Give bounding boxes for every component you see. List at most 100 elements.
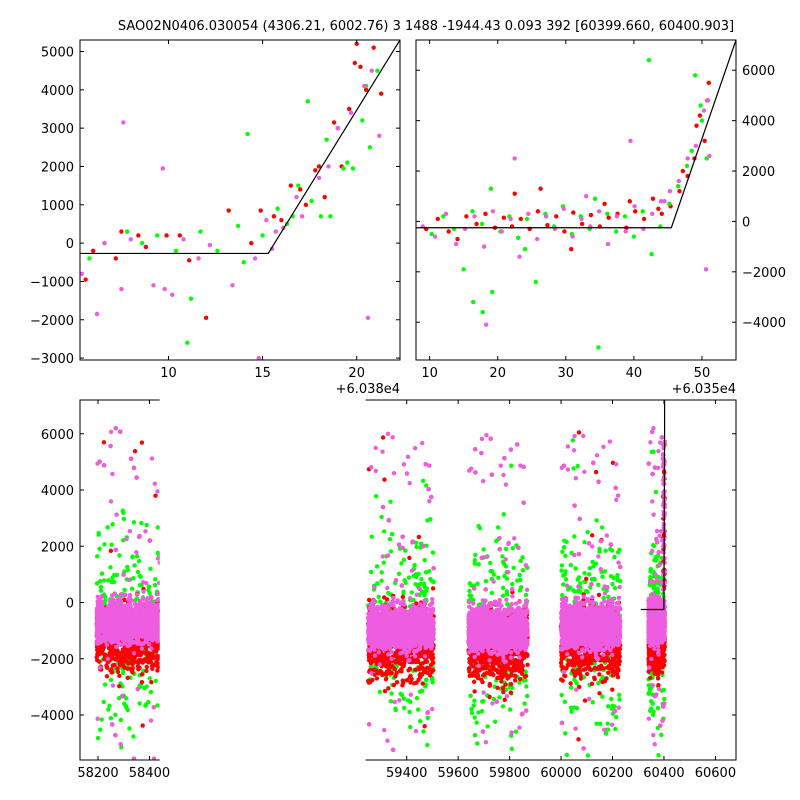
data-point <box>597 549 602 554</box>
data-point <box>139 440 145 445</box>
data-point <box>374 493 379 499</box>
data-point <box>352 60 358 66</box>
data-point <box>518 663 524 669</box>
data-point <box>563 576 569 582</box>
data-point <box>627 199 632 204</box>
data-point <box>362 83 367 89</box>
data-point <box>518 577 523 583</box>
data-point <box>609 696 614 702</box>
data-point <box>502 573 507 579</box>
data-point <box>136 233 141 238</box>
data-point <box>471 703 476 708</box>
data-point <box>431 668 436 673</box>
data-point <box>471 597 476 603</box>
data-point <box>575 463 580 469</box>
data-point <box>117 684 122 689</box>
data-point <box>522 246 528 252</box>
data-point <box>608 761 612 765</box>
data-point <box>582 571 587 576</box>
series-magenta <box>420 98 712 327</box>
data-point <box>153 678 158 684</box>
data-point <box>484 666 489 671</box>
data-point <box>132 448 138 454</box>
data-point <box>143 702 149 707</box>
data-point <box>588 212 594 218</box>
data-point <box>705 98 711 103</box>
data-point <box>423 570 429 575</box>
data-point <box>611 673 616 678</box>
data-point <box>107 703 112 709</box>
data-point <box>605 727 611 732</box>
data-point <box>374 676 380 681</box>
data-point <box>427 569 432 574</box>
data-point <box>97 579 103 584</box>
data-point <box>430 550 436 555</box>
data-point <box>703 267 709 272</box>
data-point <box>407 555 412 561</box>
data-point <box>318 214 324 219</box>
data-point <box>649 251 654 257</box>
data-point <box>348 110 354 116</box>
x-tick-label: 30 <box>558 366 575 381</box>
fit-line <box>80 40 400 255</box>
data-point <box>617 654 622 659</box>
data-point <box>617 659 622 664</box>
data-point <box>472 689 477 694</box>
data-point <box>422 557 427 563</box>
data-point <box>98 727 103 732</box>
data-point <box>533 279 539 285</box>
data-point <box>646 57 652 63</box>
data-point <box>132 563 137 568</box>
data-point <box>80 271 85 276</box>
data-point <box>408 699 413 705</box>
y-tick-label: 0 <box>742 215 750 230</box>
data-point <box>518 676 523 682</box>
data-point <box>467 581 472 586</box>
data-point <box>186 258 192 263</box>
x-tick-label: 10 <box>160 366 177 381</box>
data-point <box>378 668 383 674</box>
data-point <box>575 577 580 582</box>
data-point <box>378 91 384 96</box>
data-point <box>475 741 480 746</box>
data-point <box>423 483 429 488</box>
data-point <box>389 670 394 676</box>
data-point <box>515 235 521 240</box>
data-point <box>413 540 419 545</box>
data-point <box>83 277 88 282</box>
data-point <box>511 665 516 671</box>
x-tick-label: 20 <box>489 366 506 381</box>
data-point <box>382 477 387 482</box>
data-point <box>366 597 372 603</box>
data-point <box>648 699 654 704</box>
data-point <box>196 256 201 261</box>
data-point <box>421 581 427 586</box>
data-point <box>142 685 147 691</box>
data-point <box>419 589 425 594</box>
data-point <box>129 586 135 591</box>
data-point <box>562 673 567 678</box>
data-point <box>622 214 628 219</box>
data-point <box>155 525 160 530</box>
data-point <box>656 682 661 688</box>
data-point <box>600 694 605 699</box>
data-point <box>138 574 143 579</box>
data-point <box>414 695 420 701</box>
data-point <box>345 160 350 165</box>
data-point <box>303 202 309 207</box>
data-point <box>421 729 426 734</box>
data-point <box>582 698 588 703</box>
data-point <box>119 229 124 234</box>
data-point <box>139 520 144 526</box>
data-point <box>309 198 314 204</box>
data-point <box>601 595 606 601</box>
data-point <box>649 449 654 455</box>
data-point <box>102 240 107 246</box>
data-point <box>505 601 510 607</box>
data-point <box>640 209 645 214</box>
data-point <box>271 214 277 219</box>
data-point <box>400 678 405 683</box>
y-tick-label: −2000 <box>742 266 786 281</box>
data-point <box>102 653 107 658</box>
data-point <box>574 705 580 711</box>
